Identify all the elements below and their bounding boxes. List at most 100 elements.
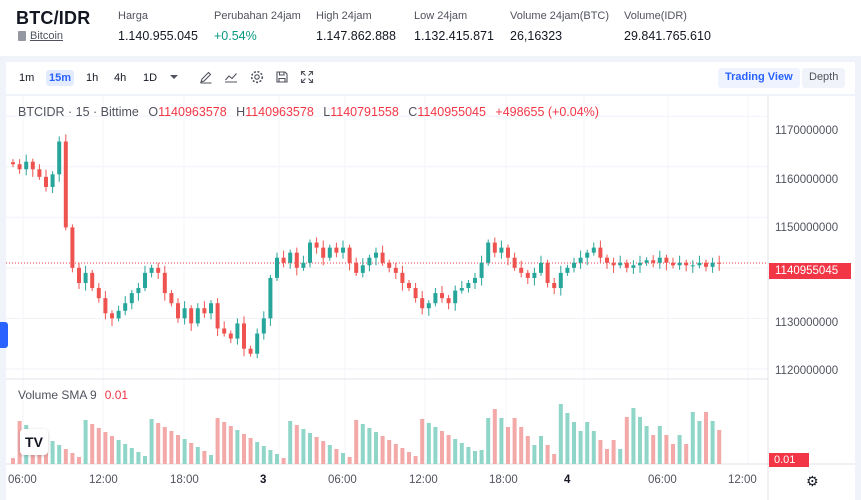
candle-body <box>545 262 550 283</box>
volume-bar <box>261 446 266 464</box>
candle-body <box>697 262 702 266</box>
candle-body <box>624 262 629 268</box>
volume-bar <box>704 412 708 464</box>
sidebar-expand-tab[interactable] <box>0 322 8 348</box>
chart-canvas[interactable] <box>6 96 855 500</box>
candle-body <box>103 298 108 314</box>
volume-legend: Volume SMA 9 0.01 <box>18 388 128 402</box>
interval-4h[interactable]: 4h <box>114 72 127 84</box>
chart-settings-icon[interactable]: ⚙ <box>806 473 819 489</box>
candle-body <box>209 303 213 314</box>
volume-bar <box>182 439 187 464</box>
volume-bar <box>176 435 180 464</box>
volume-bar <box>11 458 15 464</box>
volume-bar <box>50 441 55 464</box>
volume-bar <box>664 435 669 464</box>
volume-bar <box>380 436 385 464</box>
save-icon[interactable] <box>275 70 289 84</box>
candle-body <box>228 333 233 339</box>
volume-bar <box>202 451 207 464</box>
volume-bar <box>387 440 392 464</box>
chart-symbol: BTCIDR · 15 · Bittime <box>18 105 139 119</box>
volume-bar <box>294 425 299 464</box>
gear-icon[interactable] <box>250 70 264 84</box>
candle-body <box>176 303 180 319</box>
volume-bar <box>591 431 596 464</box>
candle-body <box>512 257 517 268</box>
x-tick: 06:00 <box>8 474 37 486</box>
candle-body <box>116 310 121 319</box>
chart-toolbar: 1m 15m 1h 4h 1D Trading View Depth <box>6 62 855 94</box>
volume-bar <box>499 418 504 464</box>
candle-body <box>598 247 603 258</box>
high-value: 1140963578 <box>245 105 314 119</box>
volume-bar <box>162 427 167 464</box>
trading-view-button[interactable]: Trading View <box>718 68 800 88</box>
tradingview-logo[interactable]: TV <box>20 429 48 455</box>
stat-value: +0.54% <box>214 29 257 43</box>
volume-bar <box>129 448 134 464</box>
candle-body <box>585 252 590 258</box>
volume-bar <box>209 455 213 464</box>
candle-body <box>380 252 385 263</box>
book-icon <box>18 31 26 41</box>
volume-bar <box>195 447 200 464</box>
stat-value: 1.147.862.888 <box>316 29 396 43</box>
line-chart-icon[interactable] <box>224 70 238 84</box>
candle-body <box>70 227 75 268</box>
candle-body <box>684 262 689 266</box>
interval-1m[interactable]: 1m <box>19 72 35 84</box>
volume-bar <box>169 431 174 464</box>
volume-bar <box>347 457 352 464</box>
candle-body <box>486 242 491 263</box>
candle-body <box>334 247 339 253</box>
interval-15m[interactable]: 15m <box>46 70 75 86</box>
volume-bar <box>70 453 75 464</box>
candle-body <box>327 247 332 258</box>
volume-bar <box>532 445 537 464</box>
volume-bar <box>77 457 81 464</box>
volume-bar <box>539 436 543 464</box>
chevron-down-icon[interactable] <box>167 70 181 84</box>
candle-body <box>248 348 253 354</box>
candle-body <box>110 313 114 319</box>
pencil-icon[interactable] <box>199 70 213 84</box>
candle-body <box>466 282 471 289</box>
candle-body <box>591 247 596 253</box>
volume-bar <box>677 435 682 464</box>
ticker-bar: BTC/IDR Bitcoin Harga 1.140.955.045 Peru… <box>0 0 861 56</box>
depth-button[interactable]: Depth <box>802 68 846 88</box>
candle-body <box>149 267 154 273</box>
candle-body <box>235 323 240 339</box>
volume-value-tag: 0.01 <box>769 453 809 467</box>
interval-1h[interactable]: 1h <box>86 72 99 84</box>
y-tick: 1130000000 <box>775 317 839 329</box>
volume-bar <box>96 428 101 464</box>
volume-bar <box>552 454 557 464</box>
fullscreen-icon[interactable] <box>300 70 314 84</box>
candle-body <box>17 164 22 170</box>
candle-body <box>525 272 530 278</box>
stat-change: Perubahan 24jam +0.54% <box>214 10 301 43</box>
interval-1d[interactable]: 1D <box>143 72 158 84</box>
candle-body <box>189 308 194 324</box>
volume-bar <box>697 421 702 464</box>
volume-bar <box>215 418 220 464</box>
volume-bar <box>506 427 510 464</box>
coin-link[interactable]: Bitcoin <box>18 30 63 42</box>
price-chart[interactable]: BTCIDR · 15 · Bittime O1140963578 H11409… <box>6 96 855 500</box>
x-tick: 4 <box>564 474 571 486</box>
candle-body <box>499 247 504 253</box>
stat-high: High 24jam 1.147.862.888 <box>316 10 396 43</box>
volume-bar <box>565 413 570 464</box>
volume-bar <box>479 450 484 464</box>
candle-body <box>294 252 299 268</box>
volume-bar <box>116 440 121 464</box>
volume-bar <box>605 449 609 464</box>
candle-body <box>301 262 306 268</box>
candle-body <box>90 272 95 289</box>
stat-label: Low 24jam <box>414 10 468 22</box>
stat-low: Low 24jam 1.132.415.871 <box>414 10 494 43</box>
volume-bar <box>459 443 464 464</box>
candle-body <box>83 272 88 283</box>
